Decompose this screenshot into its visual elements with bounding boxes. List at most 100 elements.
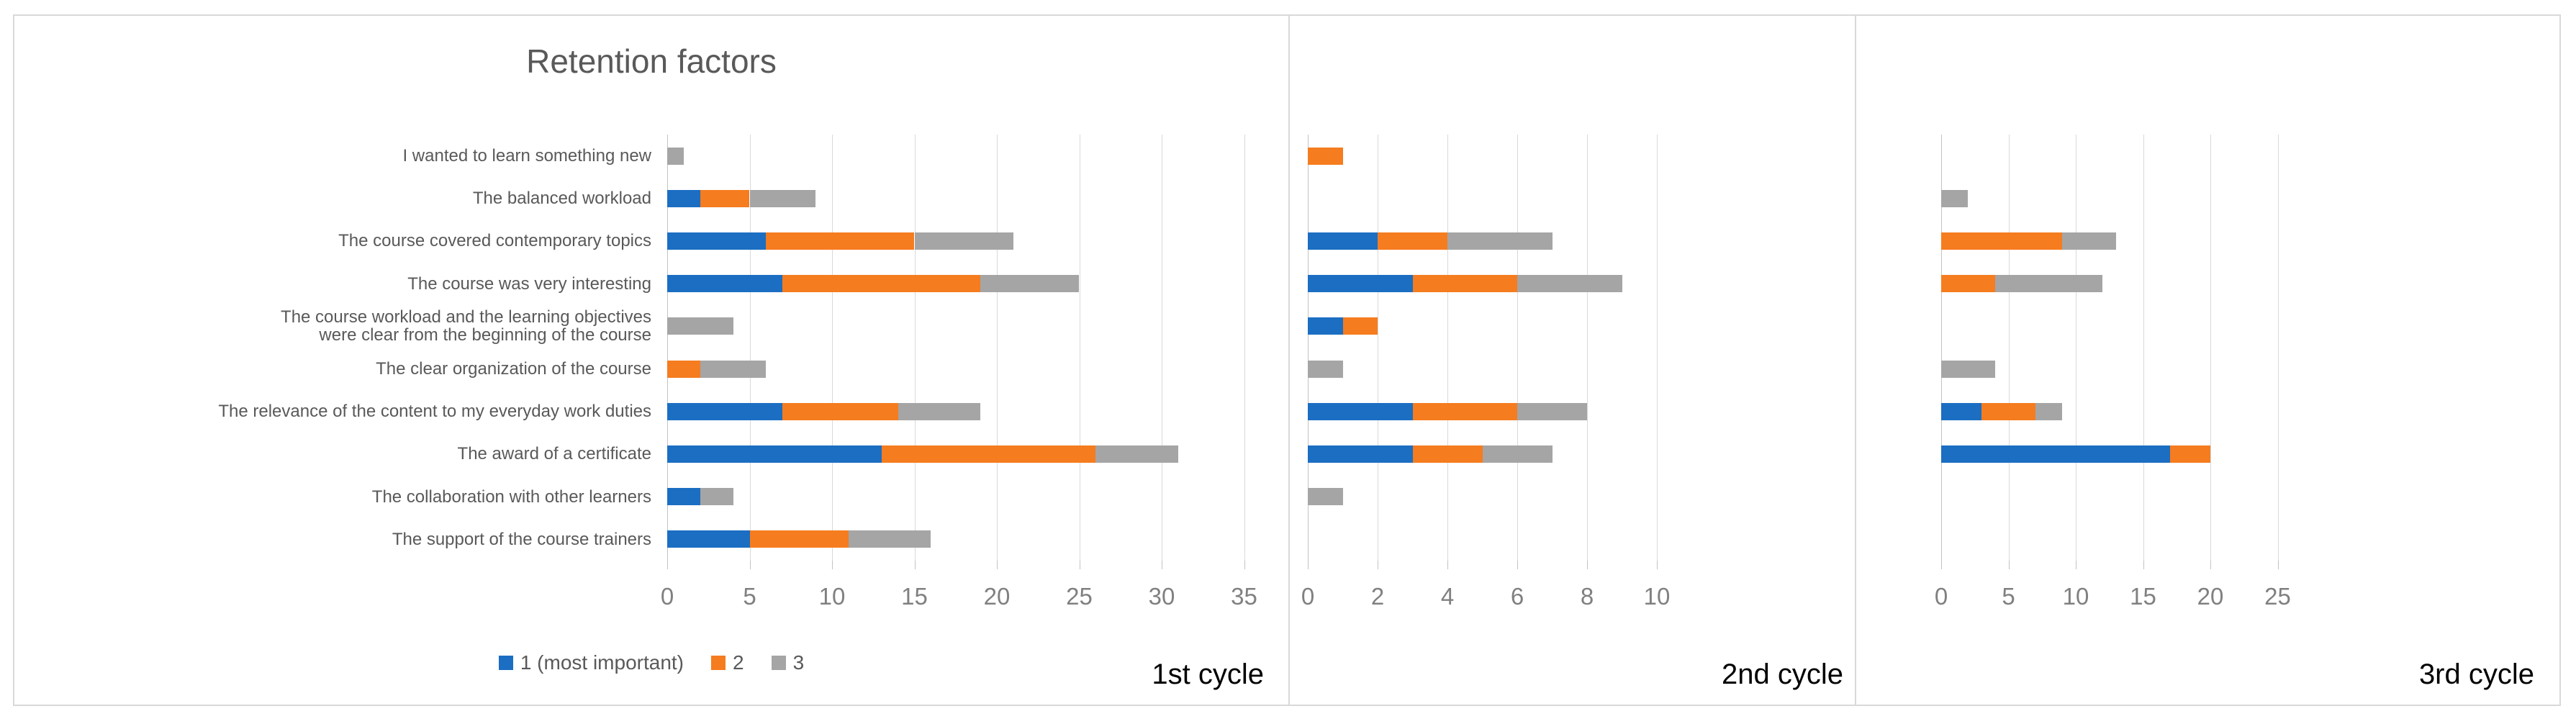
legend-label-2: 2 [733,651,744,674]
bar-segment-series3 [667,317,733,335]
bar-segment-series3 [1517,402,1587,420]
bar-segment-series1 [1308,317,1343,335]
bar-segment-series2 [1981,402,2035,420]
x-tick-label: 30 [1148,583,1175,610]
x-tick-label: 25 [2264,583,2291,610]
gridline [832,135,833,561]
x-tick-label: 5 [2002,583,2015,610]
bar-segment-series3 [2062,232,2117,250]
bar-segment-series3 [1517,275,1622,293]
panel-divider-1 [1288,16,1290,705]
tick-mark [1587,561,1588,569]
tick-mark [1657,561,1658,569]
bar-segment-series1 [667,445,882,463]
x-tick-label: 10 [1643,583,1671,610]
bar-segment-series1 [667,488,700,506]
tick-mark [2143,561,2144,569]
x-tick-label: 15 [901,583,928,610]
bar-segment-series3 [898,402,981,420]
bar-segment-series2 [749,530,849,548]
bar-segment-series3 [914,232,1013,250]
x-tick-label: 0 [1301,583,1315,610]
legend-swatch-orange-icon [711,656,726,670]
bar-segment-series1 [667,275,783,293]
bar-segment-series3 [700,488,733,506]
tick-mark [667,561,668,569]
bar-segment-series3 [1941,360,1995,378]
legend-item-1: 1 (most important) [498,651,684,674]
tick-mark [914,561,916,569]
tick-mark [1517,561,1518,569]
gridline [2210,135,2211,561]
cycle-label-1: 1st cycle [1152,659,1264,690]
category-label: The balanced workload [472,189,651,209]
bar-segment-series3 [749,189,816,207]
category-label: The clear organization of the course [376,359,651,379]
tick-mark [1941,561,1942,569]
gridline [1308,135,1309,561]
bar-segment-series2 [1941,232,2063,250]
figure: Retention factors I wanted to learn some… [13,14,2561,706]
gridline [2277,135,2279,561]
category-axis: I wanted to learn something new The balan… [133,135,651,561]
category-label: The course covered contemporary topics [338,231,651,251]
x-tick-label: 20 [983,583,1011,610]
bar-segment-series3 [2035,402,2063,420]
bar-segment-series3 [1308,488,1343,506]
bar-segment-series1 [667,402,783,420]
bar-segment-series1 [1308,445,1413,463]
gridline [2008,135,2010,561]
legend-swatch-blue-icon [498,656,513,670]
bar-segment-series2 [782,402,898,420]
bar-segment-series3 [848,530,931,548]
legend-label-3: 3 [792,651,805,674]
x-tick-label: 8 [1580,583,1594,610]
x-tick-label: 10 [818,583,846,610]
x-tick-label: 5 [743,583,756,610]
category-label: I wanted to learn something new [402,146,651,166]
bar-segment-series3 [1482,445,1553,463]
tick-mark [997,561,998,569]
x-tick-label: 20 [2197,583,2224,610]
bar-segment-series2 [1342,317,1378,335]
cycle-label-2: 2nd cycle [1722,659,1843,690]
bar-segment-series3 [1447,232,1553,250]
x-tick-label: 15 [2130,583,2156,610]
tick-mark [1447,561,1448,569]
tick-mark [749,561,751,569]
bar-segment-series1 [1308,232,1378,250]
category-label: The support of the course trainers [392,529,651,549]
category-label: The course was very interesting [407,273,651,294]
bar-segment-series1 [1941,445,2170,463]
bar-segment-series2 [1412,445,1483,463]
tick-mark [1308,561,1309,569]
bar-segment-series1 [1941,402,1982,420]
x-tick-label: 6 [1510,583,1524,610]
bar-segment-series1 [1308,402,1413,420]
x-tick-label: 0 [660,583,674,610]
bar-segment-series3 [667,147,684,165]
chart-title: Retention factors [526,42,777,80]
bar-segment-series2 [881,445,1096,463]
category-label: The collaboration with other learners [371,487,651,507]
x-tick-label: 4 [1440,583,1455,610]
bar-segment-series2 [1412,402,1517,420]
gridline [1447,135,1448,561]
bar-segment-series2 [766,232,915,250]
tick-mark [2210,561,2211,569]
cycle-label-3: 3rd cycle [2418,659,2534,690]
gridline [1941,135,1942,561]
gridline [749,135,751,561]
bar-segment-series2 [700,189,750,207]
gridline [2143,135,2144,561]
legend: 1 (most important) 2 3 [14,651,1288,674]
bar-segment-series1 [667,189,700,207]
tick-mark [832,561,833,569]
legend-item-3: 3 [771,651,805,674]
bar-segment-series3 [1308,360,1343,378]
bar-segment-series2 [1308,147,1343,165]
tick-mark [1244,561,1245,569]
legend-item-2: 2 [711,651,744,674]
bar-segment-series2 [1378,232,1447,250]
